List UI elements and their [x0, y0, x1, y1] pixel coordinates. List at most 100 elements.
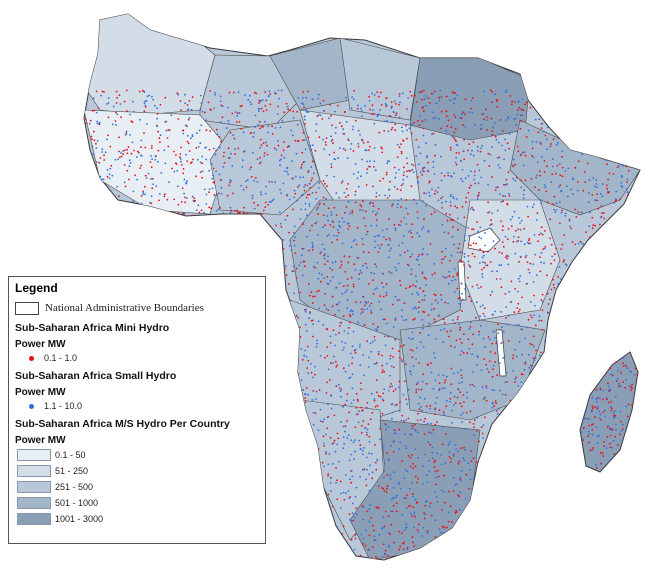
small-hydro-point: [398, 481, 400, 484]
small-hydro-point: [417, 531, 420, 534]
small-hydro-point: [580, 242, 583, 244]
mini-hydro-point: [465, 201, 467, 204]
small-hydro-heading: Sub-Saharan Africa Small Hydro: [15, 370, 177, 382]
small-hydro-point: [418, 91, 420, 94]
mini-hydro-point: [355, 406, 358, 409]
small-hydro-point: [491, 406, 494, 409]
small-hydro-point: [219, 179, 222, 182]
small-hydro-point: [434, 356, 436, 359]
small-hydro-point: [483, 315, 486, 318]
madagascar-hydro-point: [595, 464, 597, 466]
mini-hydro-point: [462, 351, 465, 354]
small-hydro-point: [482, 424, 485, 427]
small-hydro-point: [498, 264, 501, 266]
mini-hydro-point: [176, 92, 179, 95]
small-hydro-point: [454, 278, 457, 281]
mini-hydro-point: [456, 272, 459, 275]
mini-hydro-point: [288, 231, 290, 234]
mini-hydro-point: [228, 91, 231, 94]
mini-hydro-point: [473, 426, 475, 429]
mini-hydro-point: [354, 190, 357, 193]
small-hydro-point: [300, 194, 303, 197]
small-hydro-point: [303, 139, 306, 141]
small-hydro-point: [370, 452, 373, 455]
small-hydro-point: [566, 185, 568, 188]
small-hydro-point: [468, 111, 471, 114]
mini-hydro-point: [356, 398, 359, 401]
small-hydro-point: [276, 113, 279, 115]
mini-hydro-point: [378, 95, 380, 98]
small-hydro-point: [466, 396, 468, 399]
mini-hydro-point: [375, 219, 378, 222]
small-hydro-point: [593, 185, 596, 188]
mini-hydro-point: [376, 391, 378, 394]
mini-hydro-point: [351, 211, 354, 214]
mini-hydro-point: [209, 130, 212, 132]
mini-hydro-point: [516, 307, 519, 309]
small-hydro-point: [425, 95, 427, 97]
mini-hydro-point: [389, 180, 391, 183]
mini-hydro-point: [362, 543, 365, 545]
mini-hydro-point: [143, 110, 146, 113]
mini-hydro-point: [338, 325, 341, 327]
small-hydro-point: [430, 432, 433, 434]
mini-hydro-point: [302, 91, 305, 94]
small-hydro-point: [496, 157, 499, 159]
small-hydro-point: [347, 222, 350, 225]
small-hydro-point: [569, 225, 571, 228]
mini-hydro-point: [352, 285, 355, 288]
small-hydro-point: [231, 165, 234, 167]
mini-hydro-point: [487, 211, 489, 214]
small-hydro-point: [492, 126, 494, 129]
small-hydro-point: [577, 242, 580, 245]
small-hydro-point: [205, 158, 208, 161]
small-hydro-point: [366, 160, 369, 163]
mini-hydro-point: [306, 367, 309, 369]
small-hydro-point: [543, 247, 546, 250]
mini-hydro-point: [591, 227, 594, 230]
small-hydro-point: [564, 214, 567, 217]
small-hydro-point: [463, 459, 466, 462]
mini-hydro-point: [173, 198, 176, 201]
small-hydro-point: [330, 135, 332, 138]
small-hydro-point: [553, 208, 555, 211]
mini-hydro-point: [454, 322, 456, 324]
small-hydro-point: [580, 211, 583, 214]
small-hydro-point: [111, 123, 114, 126]
small-hydro-point: [398, 244, 400, 247]
small-hydro-point: [464, 125, 467, 128]
small-hydro-point: [518, 217, 520, 219]
madagascar-hydro-point: [626, 415, 629, 418]
mini-hydro-point: [261, 213, 263, 215]
mini-hydro-point: [502, 225, 504, 228]
small-hydro-point: [292, 117, 295, 119]
mini-hydro-point: [412, 318, 415, 321]
small-hydro-point: [520, 108, 522, 111]
small-hydro-point: [527, 129, 530, 132]
mini-hydro-point: [386, 452, 388, 454]
mini-hydro-point: [442, 258, 445, 260]
mini-hydro-point: [460, 117, 463, 120]
small-hydro-point: [323, 109, 325, 112]
mini-hydro-point: [463, 333, 465, 335]
mini-hydro-point: [326, 276, 329, 278]
small-hydro-point: [484, 346, 486, 349]
small-hydro-point: [434, 144, 437, 146]
small-hydro-point: [473, 385, 476, 388]
mini-hydro-point: [428, 431, 431, 434]
mini-hydro-point: [380, 104, 383, 106]
mini-hydro-point: [475, 316, 477, 319]
small-hydro-point: [388, 194, 391, 197]
mini-hydro-point: [509, 95, 512, 97]
small-hydro-point: [381, 556, 384, 558]
small-hydro-point: [353, 548, 356, 551]
mini-hydro-point: [515, 376, 518, 379]
madagascar-hydro-point: [591, 405, 594, 407]
small-hydro-point: [556, 141, 559, 144]
small-hydro-point: [368, 508, 371, 511]
small-hydro-point: [394, 266, 397, 269]
small-hydro-point: [251, 151, 254, 154]
small-hydro-point: [246, 179, 249, 181]
mini-hydro-point: [454, 128, 457, 130]
small-hydro-point: [521, 353, 523, 356]
